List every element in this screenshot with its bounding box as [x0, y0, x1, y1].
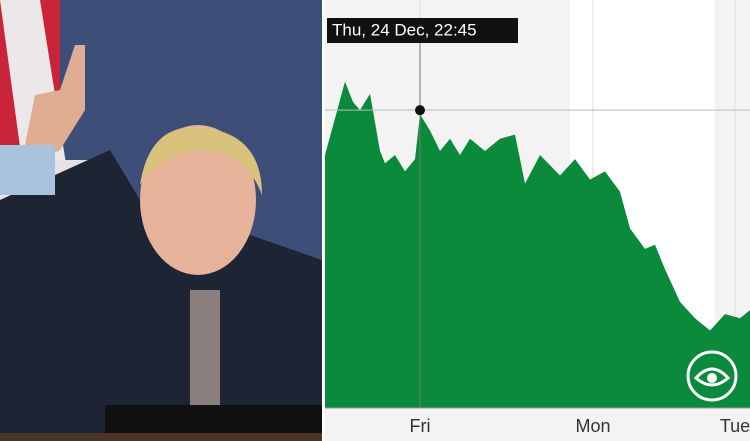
area: [325, 81, 750, 408]
x-tick-label: Mon: [575, 416, 610, 436]
logo: [686, 350, 738, 402]
tooltip-label: Thu, 24 Dec, 22:45: [332, 20, 477, 39]
x-tick-label: Fri: [410, 416, 431, 436]
photo: [0, 0, 322, 441]
chart: Fri Mon Tue: [325, 0, 750, 441]
tooltip-box: [327, 18, 518, 43]
x-tick-label: Tue: [720, 416, 750, 436]
divider: [322, 0, 325, 441]
tooltip-point: [415, 105, 425, 116]
